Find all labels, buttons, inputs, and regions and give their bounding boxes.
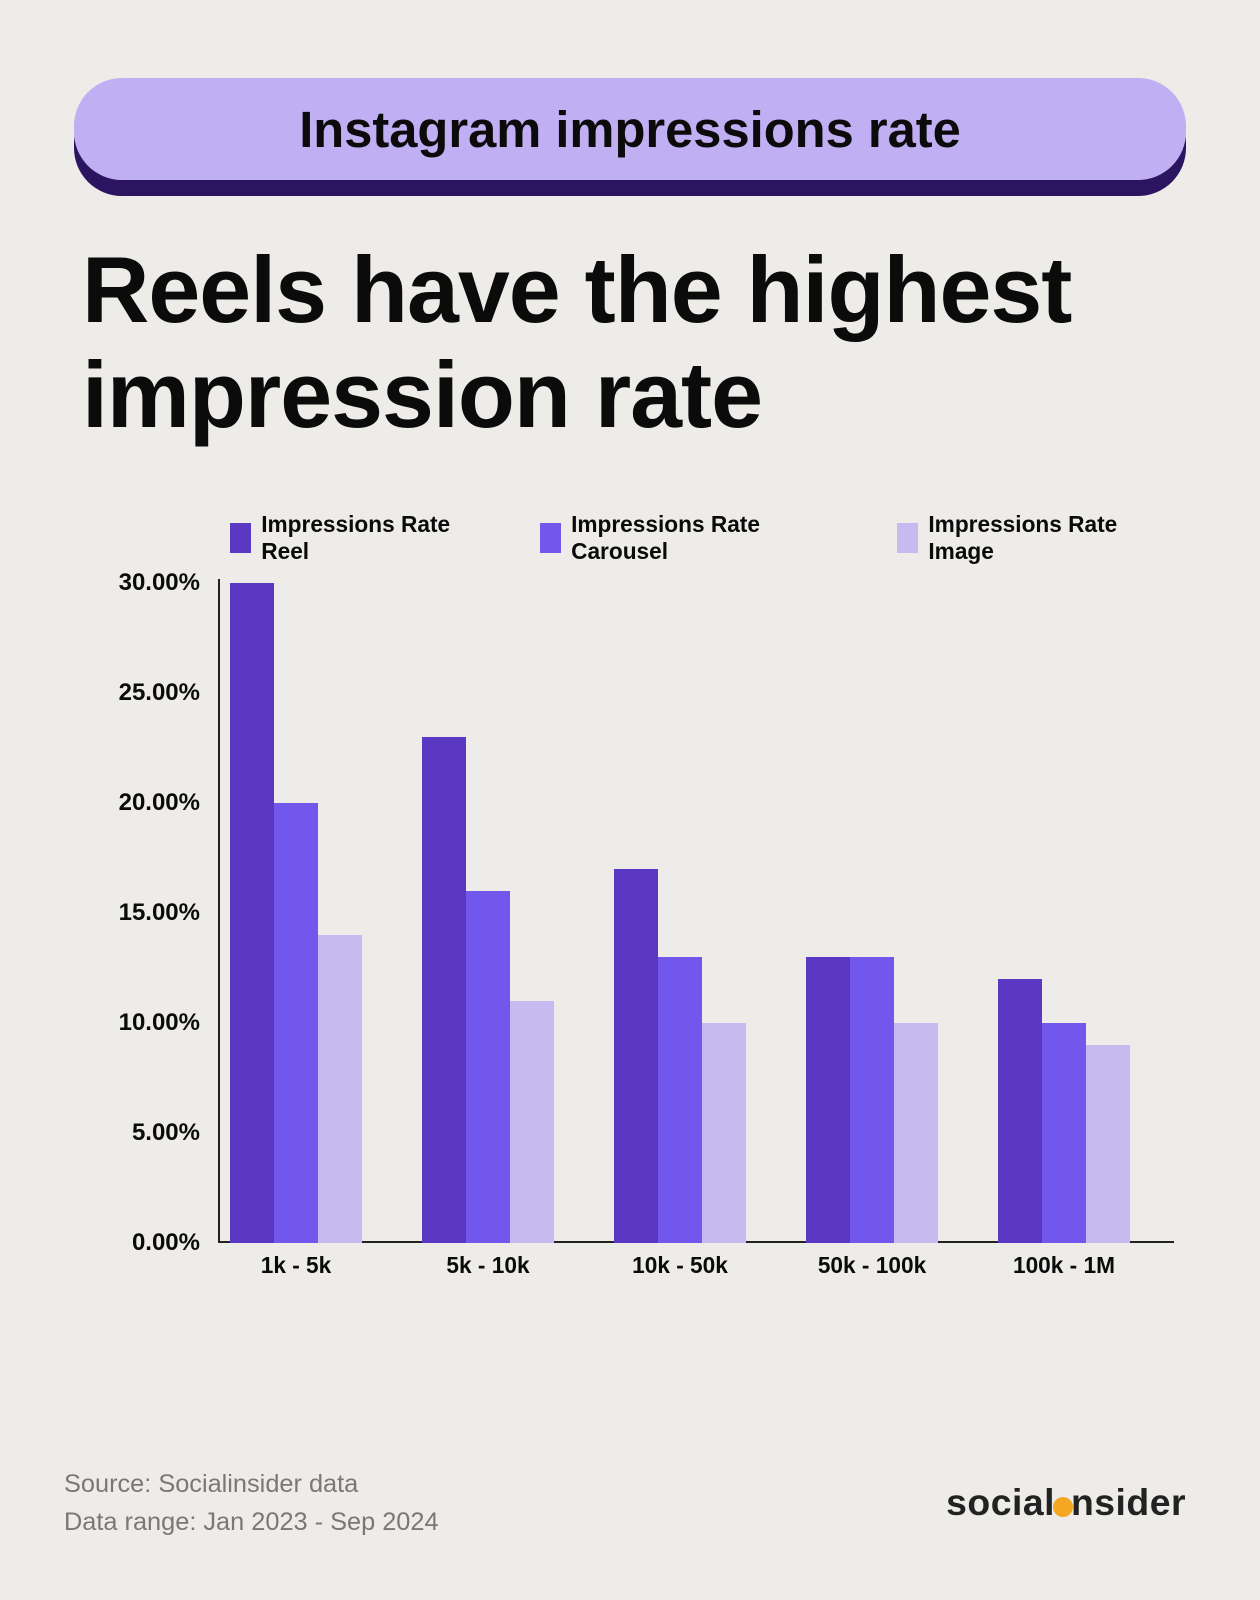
bar xyxy=(614,869,658,1243)
category-label: 50k - 100k xyxy=(806,1252,938,1279)
logo-text-right: nsider xyxy=(1071,1481,1186,1524)
brand-logo: social nsider xyxy=(946,1481,1186,1524)
bar-group: 10k - 50k xyxy=(614,583,746,1243)
bar-group: 50k - 100k xyxy=(806,583,938,1243)
bar xyxy=(318,935,362,1243)
title-pill-text: Instagram impressions rate xyxy=(299,100,961,159)
legend-item: Impressions Rate Reel xyxy=(230,511,496,565)
legend-swatch xyxy=(540,523,561,553)
chart-legend: Impressions Rate Reel Impressions Rate Ca… xyxy=(230,511,1180,565)
bar-group: 100k - 1M xyxy=(998,583,1130,1243)
bar xyxy=(658,957,702,1243)
y-tick-label: 15.00% xyxy=(100,899,200,927)
bar xyxy=(894,1023,938,1243)
legend-swatch xyxy=(897,523,918,553)
bar-group: 1k - 5k xyxy=(230,583,362,1243)
headline: Reels have the highest impression rate xyxy=(82,238,1186,447)
logo-dot-icon xyxy=(1053,1497,1073,1517)
title-pill: Instagram impressions rate xyxy=(74,78,1186,180)
y-tick-label: 30.00% xyxy=(100,569,200,597)
footer-source: Source: Socialinsider data xyxy=(64,1466,439,1504)
legend-item: Impressions Rate Carousel xyxy=(540,511,853,565)
bar xyxy=(1086,1045,1130,1243)
bar xyxy=(230,583,274,1243)
footer: Source: Socialinsider data Data range: J… xyxy=(64,1466,439,1542)
bar xyxy=(806,957,850,1243)
legend-label: Impressions Rate Carousel xyxy=(571,511,853,565)
legend-label: Impressions Rate Image xyxy=(928,511,1180,565)
bar xyxy=(466,891,510,1243)
bar xyxy=(274,803,318,1243)
bar-group: 5k - 10k xyxy=(422,583,554,1243)
bar xyxy=(998,979,1042,1243)
bar xyxy=(850,957,894,1243)
y-tick-label: 10.00% xyxy=(100,1009,200,1037)
logo-text-left: social xyxy=(946,1481,1055,1524)
bar xyxy=(1042,1023,1086,1243)
category-label: 100k - 1M xyxy=(998,1252,1130,1279)
page: Instagram impressions rate Reels have th… xyxy=(0,0,1260,1600)
y-tick-label: 5.00% xyxy=(100,1119,200,1147)
chart-bar-groups: 1k - 5k 5k - 10k 10k - 50k 50k - 100k 100k -… xyxy=(218,583,1174,1243)
legend-swatch xyxy=(230,523,251,553)
legend-label: Impressions Rate Reel xyxy=(261,511,496,565)
legend-item: Impressions Rate Image xyxy=(897,511,1180,565)
category-label: 1k - 5k xyxy=(230,1252,362,1279)
category-label: 10k - 50k xyxy=(614,1252,746,1279)
chart-plot: 0.00%5.00%10.00%15.00%20.00%25.00%30.00%… xyxy=(100,583,1174,1243)
y-tick-label: 20.00% xyxy=(100,789,200,817)
bar xyxy=(510,1001,554,1243)
chart: Impressions Rate Reel Impressions Rate Ca… xyxy=(100,511,1180,1243)
y-tick-label: 25.00% xyxy=(100,679,200,707)
y-axis-labels: 0.00%5.00%10.00%15.00%20.00%25.00%30.00% xyxy=(100,583,212,1243)
footer-range: Data range: Jan 2023 - Sep 2024 xyxy=(64,1504,439,1542)
bar xyxy=(422,737,466,1243)
bar xyxy=(702,1023,746,1243)
category-label: 5k - 10k xyxy=(422,1252,554,1279)
y-tick-label: 0.00% xyxy=(100,1229,200,1257)
title-pill-wrap: Instagram impressions rate xyxy=(74,78,1186,198)
